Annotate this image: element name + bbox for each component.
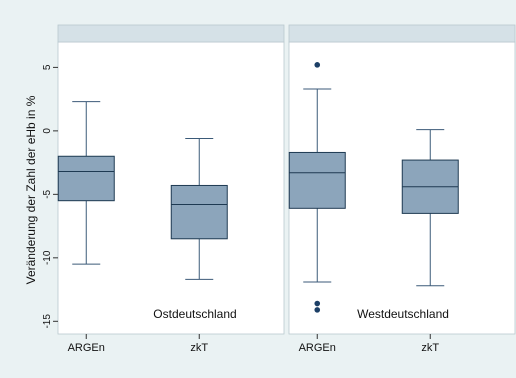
panel-west-strip: [288, 24, 516, 43]
y-tick-label: -15: [42, 314, 53, 329]
x-tick-label: ARGEn: [299, 342, 336, 354]
panel-east: ARGEn zkT Ostdeutschland: [57, 24, 285, 354]
y-tick-label: 0: [42, 128, 53, 134]
panel-west-label: Westdeutschland: [357, 307, 449, 321]
panel-east-marks: ARGEn zkT: [57, 101, 228, 354]
y-axis: 5 0 -5 -10 -15: [42, 64, 58, 329]
y-tick-label: 5: [42, 64, 53, 70]
outlier-point: [314, 307, 321, 313]
box: [288, 151, 346, 209]
x-tick-label: zkT: [421, 342, 439, 354]
x-tick-label: zkT: [190, 342, 208, 354]
panel-west-marks: ARGEn zkT: [288, 62, 459, 354]
y-tick-label: -5: [42, 189, 53, 198]
x-tick-label: ARGEn: [68, 342, 105, 354]
box: [57, 155, 115, 202]
outlier-point: [314, 300, 321, 307]
outlier-point: [314, 62, 321, 68]
panel-east-strip: [57, 24, 285, 43]
panel-east-label: Ostdeutschland: [153, 307, 236, 321]
y-tick-label: -10: [42, 250, 53, 265]
box: [170, 184, 228, 240]
y-axis-title: Veränderung der Zahl der eHb in %: [24, 95, 38, 284]
panel-west: ARGEn zkT Westdeutschland: [288, 24, 516, 354]
